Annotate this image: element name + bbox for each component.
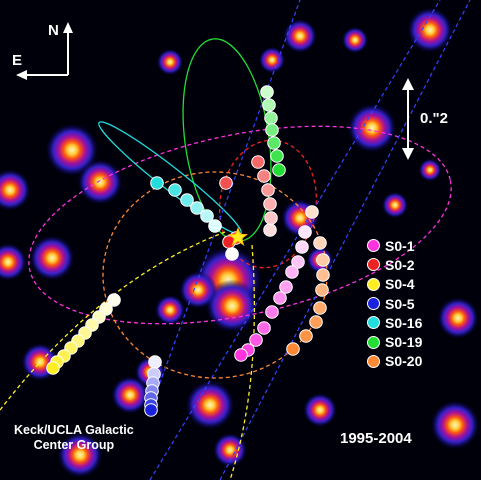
star-dot-s0-1 <box>249 333 263 347</box>
legend-item: S0-19 <box>367 332 422 351</box>
credit-text: Keck/UCLA Galactic Center Group <box>14 423 134 453</box>
star-dot-s0-1 <box>273 291 287 305</box>
credit-line-1: Keck/UCLA Galactic <box>14 423 134 437</box>
date-range: 1995-2004 <box>340 430 412 447</box>
star-dot-s0-4 <box>46 361 60 375</box>
scale-bar <box>402 78 414 160</box>
star-dot-s0-2 <box>263 223 277 237</box>
orbit-s0-1 <box>28 125 452 325</box>
star-dot-s0-4 <box>107 293 121 307</box>
star-dot-s0-1 <box>234 348 248 362</box>
star-dot-s0-1 <box>265 305 279 319</box>
legend-swatch <box>367 297 380 311</box>
star-dot-s0-5 <box>148 355 162 369</box>
star-dot-s0-2 <box>251 155 265 169</box>
legend-label: S0-2 <box>385 256 415 273</box>
star-dot-s0-1 <box>295 240 309 254</box>
star-positions <box>46 85 330 417</box>
legend-item: S0-4 <box>367 275 422 294</box>
legend-label: S0-1 <box>385 237 415 254</box>
star-dot-s0-20 <box>309 315 323 329</box>
star-dot-s0-20 <box>286 342 300 356</box>
legend-swatch <box>367 277 380 291</box>
star-dot-s0-20 <box>316 253 330 267</box>
star-dot-s0-16 <box>200 209 214 223</box>
legend-label: S0-4 <box>385 276 415 293</box>
star-dot-s0-16 <box>168 183 182 197</box>
star-dot-s0-20 <box>313 236 327 250</box>
legend-swatch <box>367 316 380 330</box>
east-label: E <box>12 52 23 69</box>
legend-label: S0-16 <box>385 314 423 331</box>
star-dot-s0-16 <box>208 219 222 233</box>
star-dot-s0-20 <box>316 268 330 282</box>
sgr-a-star-marker <box>227 226 249 246</box>
star-dot-s0-19 <box>270 149 284 163</box>
star-dot-s0-1 <box>279 280 293 294</box>
orbit-s0-5-a <box>149 0 301 411</box>
orbit-s0-4-b <box>229 244 256 480</box>
star-dot-s0-16 <box>190 201 204 215</box>
orbit-s0-5-b <box>149 0 441 480</box>
legend-label: S0-5 <box>385 295 415 312</box>
legend-item: S0-16 <box>367 313 422 332</box>
legend-swatch <box>367 354 380 368</box>
legend-label: S0-20 <box>385 353 423 370</box>
star-dot-s0-19 <box>267 136 281 150</box>
legend-swatch <box>367 335 380 349</box>
legend-item: S0-5 <box>367 294 422 313</box>
star-dot-s0-20 <box>315 283 329 297</box>
legend-swatch <box>367 258 380 272</box>
star-dot-s0-1 <box>291 255 305 269</box>
star-dot-s0-2 <box>257 169 271 183</box>
legend-item: S0-2 <box>367 255 422 274</box>
star-dot-s0-19 <box>265 123 279 137</box>
north-label: N <box>48 22 59 39</box>
star-dot-s0-1 <box>285 265 299 279</box>
star-dot-s0-20 <box>313 301 327 315</box>
credit-line-2: Center Group <box>33 438 115 452</box>
star-dot-s0-2 <box>219 176 233 190</box>
legend: S0-1 S0-2 S0-4 S0-5 S0-16 S0-19 S0-20 <box>367 236 422 371</box>
scale-bar-label: 0."2 <box>420 110 448 127</box>
legend-swatch <box>367 239 380 253</box>
star-dot-s0-1 <box>257 321 271 335</box>
star-dot-s0-2 <box>264 211 278 225</box>
star-dot-s0-20 <box>305 205 319 219</box>
star-dot-s0-20 <box>299 329 313 343</box>
star-dot-s0-19 <box>272 163 286 177</box>
legend-item: S0-20 <box>367 352 422 371</box>
legend-label: S0-19 <box>385 334 423 351</box>
star-dot-s0-2 <box>261 183 275 197</box>
legend-item: S0-1 <box>367 236 422 255</box>
star-dot-s0-2 <box>225 247 239 261</box>
star-dot-s0-2 <box>263 197 277 211</box>
star-dot-s0-16 <box>150 176 164 190</box>
compass-arrows <box>16 22 73 80</box>
orbit-s0-5-c <box>219 0 471 480</box>
orbit-s0-4 <box>0 231 226 411</box>
star-dot-s0-1 <box>298 225 312 239</box>
star-dot-s0-19 <box>264 111 278 125</box>
star-dot-s0-16 <box>180 193 194 207</box>
star-dot-s0-19 <box>260 85 274 99</box>
star-dot-s0-5 <box>144 403 158 417</box>
star-dot-s0-19 <box>262 98 276 112</box>
